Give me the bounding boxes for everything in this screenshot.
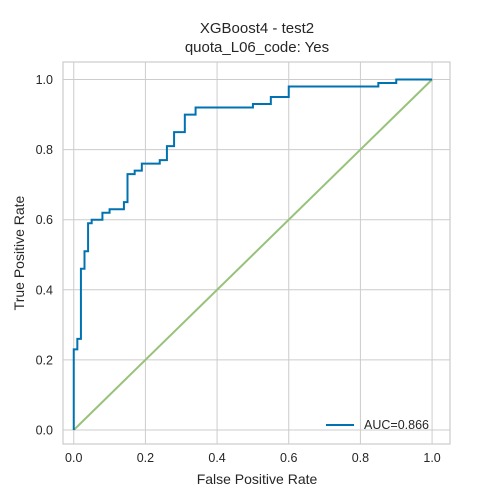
chart-title: XGBoost4 - test2	[200, 20, 314, 37]
y-tick-label: 1.0	[36, 73, 53, 87]
legend: AUC=0.866	[326, 418, 429, 432]
plot-frame	[62, 61, 451, 445]
y-tick-label: 0.2	[36, 353, 53, 367]
x-tick-label: 0.8	[352, 451, 369, 465]
x-tick-label: 0.0	[65, 451, 82, 465]
x-tick-label: 1.0	[423, 451, 440, 465]
x-tick-label: 0.4	[208, 451, 225, 465]
x-tick-label: 0.6	[280, 451, 297, 465]
series-layer	[72, 78, 433, 431]
y-tick-label: 0.6	[36, 213, 53, 227]
x-tick-label: 0.2	[137, 451, 154, 465]
chart-subtitle: quota_L06_code: Yes	[185, 39, 329, 56]
y-tick-label: 0.8	[36, 143, 53, 157]
diagonal-reference-line	[73, 78, 433, 431]
legend-label: AUC=0.866	[364, 418, 429, 432]
y-tick-label: 0.4	[36, 283, 53, 297]
grid-lines	[63, 62, 450, 444]
roc-curve-line	[72, 78, 433, 430]
y-tick-label: 0.0	[36, 423, 53, 437]
x-axis-label: False Positive Rate	[197, 471, 318, 487]
y-axis-label: True Positive Rate	[11, 195, 27, 310]
tick-labels: 0.0 0.2 0.4 0.6 0.8 1.0 0.0 0.2 0.4 0.6 0.8 1.0	[36, 73, 441, 465]
